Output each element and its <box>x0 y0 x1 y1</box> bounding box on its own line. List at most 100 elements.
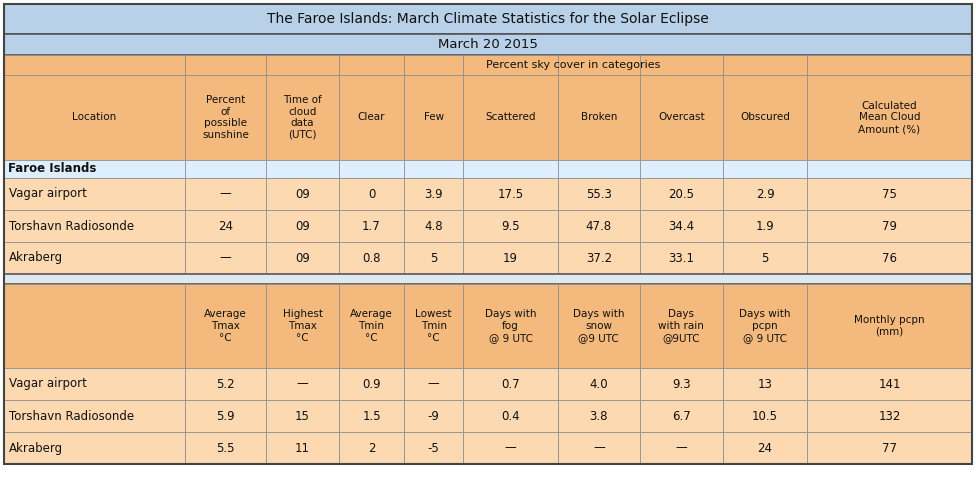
Text: 1.7: 1.7 <box>362 220 381 232</box>
Text: 09: 09 <box>295 220 310 232</box>
Text: Calculated
Mean Cloud
Amount (%): Calculated Mean Cloud Amount (%) <box>858 101 920 134</box>
Bar <box>184 368 266 400</box>
Text: —: — <box>220 188 231 201</box>
Text: Days with
fog
@ 9 UTC: Days with fog @ 9 UTC <box>485 310 537 343</box>
Bar <box>266 242 339 274</box>
Text: 1.5: 1.5 <box>362 410 381 422</box>
Bar <box>4 178 184 210</box>
Text: —: — <box>593 441 605 454</box>
Text: 24: 24 <box>757 441 773 454</box>
Text: Days with
pcpn
@ 9 UTC: Days with pcpn @ 9 UTC <box>739 310 791 343</box>
Bar <box>723 432 807 464</box>
Text: 5.5: 5.5 <box>217 441 235 454</box>
Text: 0.8: 0.8 <box>362 251 381 264</box>
Bar <box>184 55 266 75</box>
Text: 75: 75 <box>882 188 897 201</box>
Bar <box>4 210 184 242</box>
Text: 09: 09 <box>295 188 310 201</box>
Bar <box>807 55 972 75</box>
Text: 24: 24 <box>219 220 233 232</box>
Bar <box>184 284 266 368</box>
Text: 77: 77 <box>882 441 897 454</box>
Text: 13: 13 <box>757 378 772 390</box>
Bar <box>4 284 184 368</box>
Text: 3.8: 3.8 <box>590 410 608 422</box>
Text: 79: 79 <box>882 220 897 232</box>
Bar <box>266 75 339 160</box>
Bar <box>339 160 404 178</box>
Text: Faroe Islands: Faroe Islands <box>8 162 97 175</box>
Bar <box>184 178 266 210</box>
Bar <box>404 400 464 432</box>
Bar <box>639 368 723 400</box>
Bar <box>404 55 464 75</box>
Text: Overcast: Overcast <box>658 112 705 122</box>
Bar <box>807 432 972 464</box>
Bar <box>807 75 972 160</box>
Bar <box>464 210 558 242</box>
Text: 34.4: 34.4 <box>669 220 695 232</box>
Bar <box>266 178 339 210</box>
Bar <box>404 160 464 178</box>
Bar <box>807 178 972 210</box>
Bar <box>339 400 404 432</box>
Text: 09: 09 <box>295 251 310 264</box>
Bar <box>404 75 464 160</box>
Text: 0.7: 0.7 <box>502 378 520 390</box>
Bar <box>339 284 404 368</box>
Bar <box>266 160 339 178</box>
Text: Clear: Clear <box>358 112 386 122</box>
Text: 1.9: 1.9 <box>755 220 774 232</box>
Bar <box>807 284 972 368</box>
Bar <box>723 400 807 432</box>
Bar <box>4 400 184 432</box>
Bar <box>464 242 558 274</box>
Text: Monthly pcpn
(mm): Monthly pcpn (mm) <box>854 315 925 337</box>
Text: Days
with rain
@9UTC: Days with rain @9UTC <box>659 310 705 343</box>
Bar <box>558 400 639 432</box>
Bar <box>723 75 807 160</box>
Text: 17.5: 17.5 <box>498 188 524 201</box>
Text: 5.9: 5.9 <box>217 410 235 422</box>
Text: Days with
snow
@9 UTC: Days with snow @9 UTC <box>573 310 625 343</box>
Bar <box>266 55 339 75</box>
Bar <box>464 178 558 210</box>
Bar <box>4 432 184 464</box>
Text: 4.0: 4.0 <box>590 378 608 390</box>
Text: Vagar airport: Vagar airport <box>9 188 87 201</box>
Bar <box>558 75 639 160</box>
Text: 9.3: 9.3 <box>672 378 691 390</box>
Text: 11: 11 <box>295 441 310 454</box>
Bar <box>4 242 184 274</box>
Text: —: — <box>297 378 308 390</box>
Bar <box>339 242 404 274</box>
Text: The Faroe Islands: March Climate Statistics for the Solar Eclipse: The Faroe Islands: March Climate Statist… <box>267 12 709 26</box>
Text: 4.8: 4.8 <box>425 220 443 232</box>
Bar <box>4 75 184 160</box>
Bar <box>184 210 266 242</box>
Bar <box>184 432 266 464</box>
Bar <box>807 368 972 400</box>
Bar <box>464 400 558 432</box>
Text: Akraberg: Akraberg <box>9 441 63 454</box>
Bar <box>639 284 723 368</box>
Bar <box>266 368 339 400</box>
Text: 141: 141 <box>878 378 901 390</box>
Text: Location: Location <box>72 112 116 122</box>
Bar <box>266 432 339 464</box>
Bar <box>4 55 184 75</box>
Bar <box>4 34 972 55</box>
Bar <box>558 432 639 464</box>
Text: 0.4: 0.4 <box>502 410 520 422</box>
Text: 2: 2 <box>368 441 376 454</box>
Text: Percent sky cover in categories: Percent sky cover in categories <box>486 60 660 70</box>
Bar <box>184 160 266 178</box>
Bar <box>464 432 558 464</box>
Bar <box>4 160 184 178</box>
Bar <box>266 284 339 368</box>
Text: Time of
cloud
data
(UTC): Time of cloud data (UTC) <box>283 95 322 140</box>
Text: -5: -5 <box>427 441 439 454</box>
Bar <box>558 242 639 274</box>
Text: 55.3: 55.3 <box>586 188 612 201</box>
Bar <box>266 210 339 242</box>
